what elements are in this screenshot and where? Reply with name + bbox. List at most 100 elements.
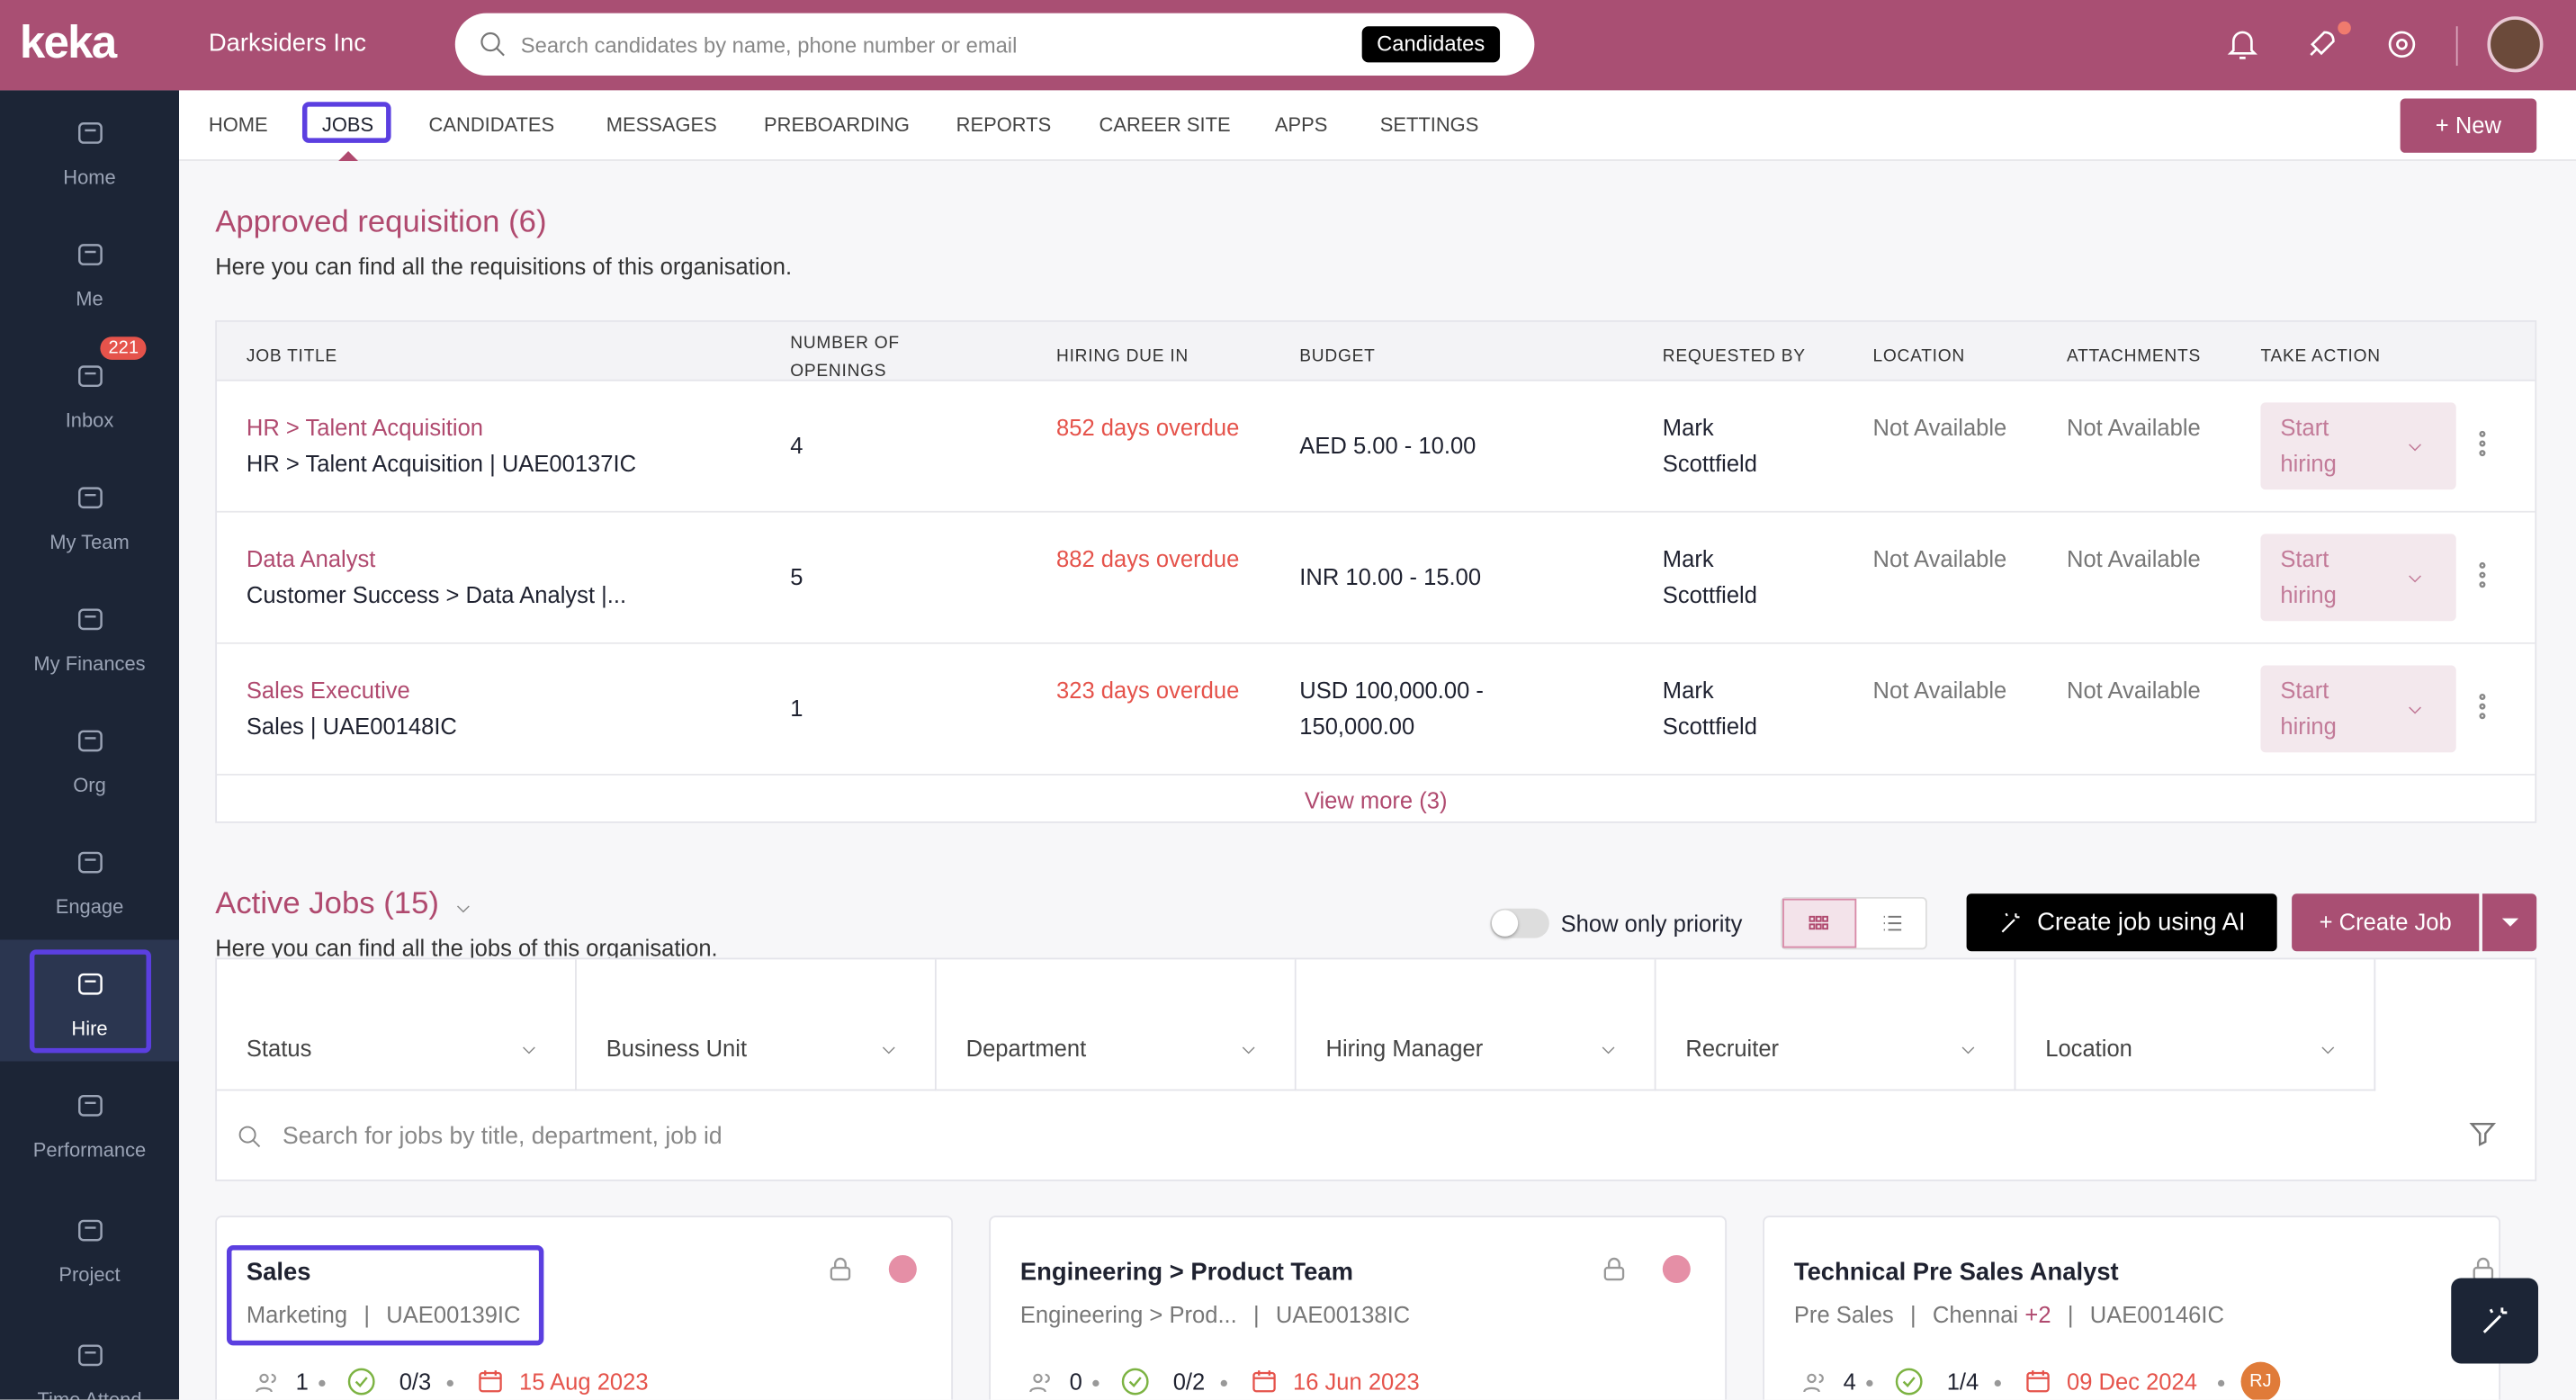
date-icon-glyph [2026,1370,2050,1393]
sidebar-label[interactable]: Engage [55,895,124,919]
nav-item[interactable]: JOBS [321,112,374,137]
location-group: Chennai +2 [1933,1301,2051,1327]
sidebar-icon-glyph [78,851,103,874]
filter-dropdown[interactable]: Business Unit [576,959,937,1091]
avatar[interactable] [2487,16,2544,73]
job-title-link[interactable]: Data Analyst [246,545,376,572]
bell-icon-glyph [2227,31,2257,59]
view-toggle [1781,896,1927,950]
title-chevron [453,897,473,917]
sidebar-label[interactable]: Time Attend [0,1388,179,1400]
separator: | [1253,1301,1260,1328]
nav-item[interactable]: CANDIDATES [428,112,555,137]
nav-item[interactable]: APPS [1274,112,1328,137]
job-search-icon [237,1124,263,1150]
location-extra: +2 [2024,1301,2051,1328]
filter-dropdown[interactable]: Status [217,959,577,1091]
job-title-link[interactable]: HR > Talent Acquisition [246,414,484,441]
search-box[interactable]: Search candidates by name, phone number … [454,13,1535,76]
create-job-button[interactable]: + Create Job [2292,893,2480,952]
sidebar-label[interactable]: Performance [32,1138,147,1162]
ai-assist-button[interactable] [2451,1278,2539,1364]
start-hiring-button[interactable]: Start hiring [2260,665,2456,753]
sidebar-label[interactable]: Org [73,773,106,797]
hired-count: 0/3 [399,1368,432,1396]
nav-item[interactable]: REPORTS [956,112,1052,137]
job-card[interactable]: Engineering > Product Team Engineering > … [989,1216,1728,1400]
filter-dropdown[interactable]: Hiring Manager [1296,959,1656,1091]
sidebar-label[interactable]: Hire [71,1017,108,1040]
openings: 5 [790,563,803,590]
filter-chevron-glyph [1602,1046,1615,1054]
nav-item[interactable]: PREBOARDING [764,112,910,137]
grid-icon-glyph [1809,915,1828,930]
toggle-knob [1491,910,1519,937]
section-subtitle: Here you can find all the jobs of this o… [215,934,718,962]
filter-dropdown[interactable]: Department [936,959,1297,1091]
grid-view-button[interactable] [1782,898,1857,948]
filter-dropdown[interactable]: Recruiter [1656,959,2016,1091]
filter-dropdown[interactable]: Location [2015,959,2376,1091]
dropdown-chevron [2405,435,2425,455]
filter-chevron-glyph [2321,1046,2335,1054]
create-job-dropdown[interactable] [2482,893,2537,952]
search-scope[interactable]: Candidates [1361,26,1500,63]
sidebar-label[interactable]: My Finances [33,651,146,676]
job-card-meta: Engineering > Prod... | UAE00138IC [1020,1301,1410,1327]
section-title: Approved requisition (6) [215,205,547,240]
filter-chevron [2318,1038,2338,1058]
separator: | [1909,1301,1916,1328]
view-more-link[interactable]: View more (3) [1304,786,1448,813]
filter-chevron [1958,1038,1978,1058]
sidebar-icon [74,846,107,879]
separator: | [364,1301,371,1328]
job-search-placeholder[interactable]: Search for jobs by title, department, jo… [283,1123,723,1151]
openings: 1 [790,695,803,722]
nav-item[interactable]: MESSAGES [606,112,717,137]
start-hiring-button[interactable]: Start hiring [2260,402,2456,490]
priority-star [1662,1254,1691,1284]
more-menu [2466,427,2500,461]
sidebar-label[interactable]: Home [63,166,116,189]
job-card-meta: Marketing | UAE00139IC [247,1301,521,1327]
section-title: Active Jobs (15) [215,886,439,922]
sidebar-icon-glyph [78,608,103,631]
inbox-badge: 221 [100,337,148,360]
sidebar-icon [74,360,107,393]
lock-icon [1599,1253,1630,1285]
dot [446,1379,453,1387]
sidebar-icon-glyph [78,122,103,144]
more-menu [2466,559,2500,592]
priority-toggle[interactable] [1490,908,1549,938]
hiring-due: 323 days overdue [1056,677,1240,704]
openings-icon [1027,1369,1056,1398]
filter-label: Recruiter [1685,1035,1780,1062]
budget: AED 5.00 - 10.00 [1299,432,1476,459]
start-hiring-label: Start hiring [2280,414,2337,477]
hired-icon [1892,1365,1925,1398]
list-icon-glyph [1883,915,1902,931]
nav-item[interactable]: CAREER SITE [1099,112,1231,137]
sidebar-icon [74,1090,107,1123]
dropdown-caret [2501,918,2519,927]
sidebar-icon [74,724,107,758]
sidebar-label[interactable]: Project [58,1263,121,1287]
job-title-link[interactable]: Sales Executive [246,677,410,704]
ai-button[interactable]: Create job using AI [1966,893,2277,952]
openings-icon [1800,1369,1830,1398]
sidebar-label[interactable]: Me [76,287,103,311]
filter-reset-icon [2468,1117,2501,1151]
nav-item[interactable]: HOME [208,112,268,137]
job-path: Customer Success > Data Analyst |... [246,581,627,608]
brand-logo: keka [19,16,117,67]
sidebar-icon [74,481,107,515]
search-placeholder: Search candidates by name, phone number … [520,32,1018,58]
new-button[interactable]: + New [2400,98,2537,153]
sidebar-label[interactable]: Inbox [65,408,114,433]
column-header: JOB TITLE [246,346,337,367]
job-card[interactable]: Technical Pre Sales Analyst Pre Sales | Che… [1763,1216,2501,1400]
sidebar-label[interactable]: My Team [49,530,130,554]
start-hiring-button[interactable]: Start hiring [2260,534,2456,622]
grid-icon [1806,911,1832,937]
nav-item[interactable]: SETTINGS [1379,112,1479,137]
